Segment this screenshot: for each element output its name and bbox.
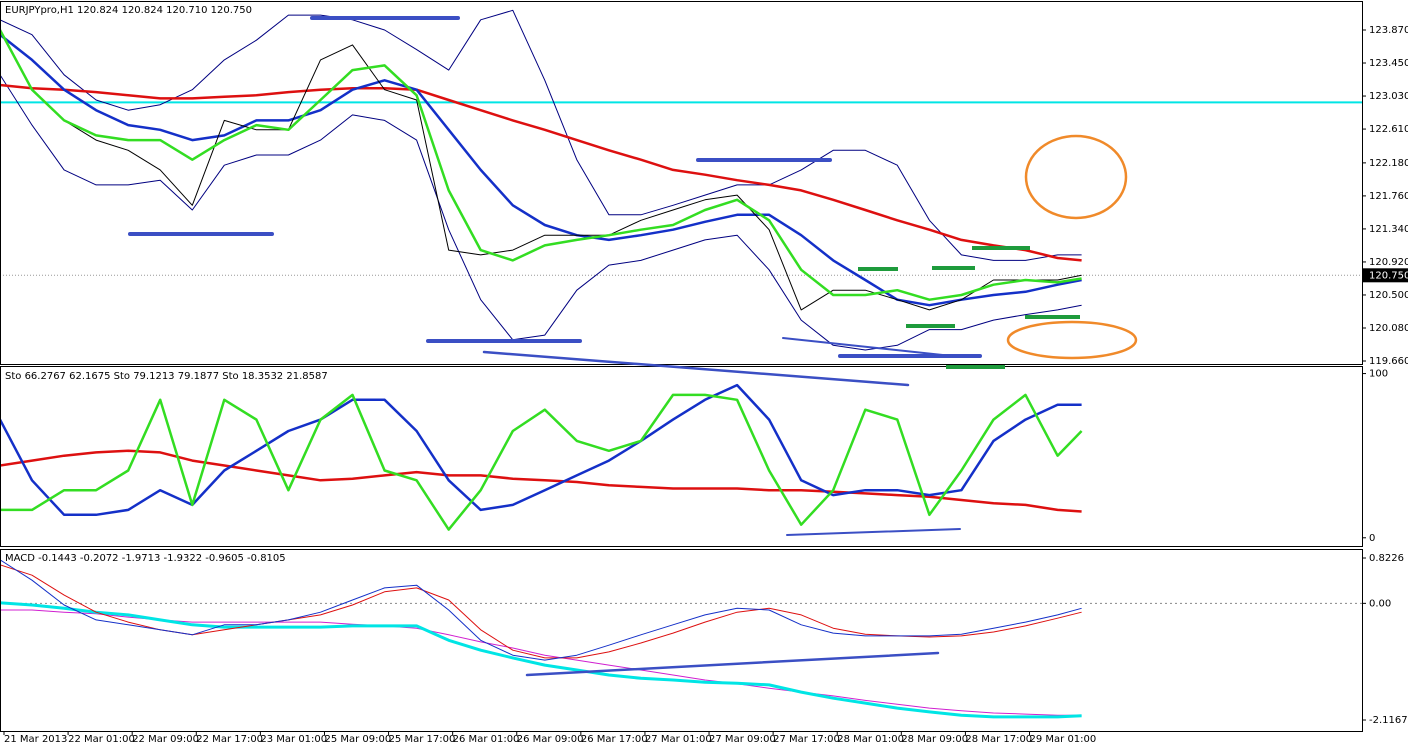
y-tick-label: 120.080 [1369,323,1408,334]
plot-area [1,559,1362,719]
y-tick-label: 121.340 [1369,224,1408,235]
y-tick-label: 0.00 [1369,598,1391,609]
x-tick-label: 29 Mar 01:00 [1030,734,1097,745]
series-line [1,449,1082,513]
macd-panel [0,549,1363,732]
y-tick-label: 0 [1369,533,1375,544]
x-tick-label: 27 Mar 01:00 [645,734,712,745]
y-tick-label: 0.8226 [1369,553,1404,564]
x-tick-label: 27 Mar 09:00 [709,734,776,745]
stochastic-header: Sto 66.2767 62.1675 Sto 79.1213 79.1877 … [5,371,328,382]
series-line [1,29,1082,301]
annotation-ellipse [1006,320,1138,360]
annotations [128,16,1138,677]
series-line [1,75,1082,351]
x-tick-label: 22 Mar 17:00 [196,734,263,745]
annotation-ellipse [1024,134,1128,220]
y-tick-label: 120.500 [1369,290,1408,301]
y-tick-label: 123.870 [1369,25,1408,36]
y-tick-label: 120.920 [1369,257,1408,268]
series-line [1,383,1082,517]
y-tick-label: 119.660 [1369,356,1408,367]
x-tick-label: 26 Mar 01:00 [453,734,520,745]
x-tick-label: 25 Mar 17:00 [389,734,456,745]
stochastic-panel [0,366,1363,547]
annotation-line [482,350,910,387]
price-header: EURJPYpro,H1 120.824 120.824 120.710 120… [5,5,252,16]
x-tick-label: 26 Mar 17:00 [581,734,648,745]
plot-area [1,383,1083,531]
y-tick-label: -2.1167 [1369,715,1408,726]
series-line [1,9,1082,261]
x-tick-label: 28 Mar 09:00 [901,734,968,745]
x-tick-label: 23 Mar 01:00 [260,734,327,745]
series-line [1,393,1083,531]
y-tick-label: 122.610 [1369,124,1408,135]
y-tick-label: 121.760 [1369,191,1408,202]
x-tick-label: 22 Mar 09:00 [132,734,199,745]
plot-area [1,9,1362,351]
y-tick-label: 123.030 [1369,91,1408,102]
macd-header: MACD -0.1443 -0.2072 -1.9713 -1.9322 -0.… [5,553,286,564]
series-line [1,559,1082,661]
x-tick-label: 28 Mar 01:00 [837,734,904,745]
x-tick-label: 22 Mar 01:00 [68,734,135,745]
series-line [1,83,1082,262]
series-line [1,609,1082,716]
last-price-box [1363,268,1408,283]
y-tick-label: 123.450 [1369,58,1408,69]
series-line [1,601,1082,719]
price-panel [0,1,1363,365]
series-line [1,33,1082,307]
x-tick-label: 21 Mar 2013 [4,734,67,745]
last-price-label: 120.750 [1369,270,1408,281]
annotation-line [786,528,961,536]
x-tick-label: 28 Mar 17:00 [965,734,1032,745]
x-tick-label: 26 Mar 09:00 [517,734,584,745]
y-tick-label: 122.180 [1369,158,1408,169]
annotation-line [782,337,953,357]
x-tick-label: 25 Mar 09:00 [324,734,391,745]
annotation-line [525,651,940,677]
y-tick-label: 100 [1369,369,1388,380]
x-tick-label: 27 Mar 17:00 [773,734,840,745]
series-line [1,30,1082,311]
